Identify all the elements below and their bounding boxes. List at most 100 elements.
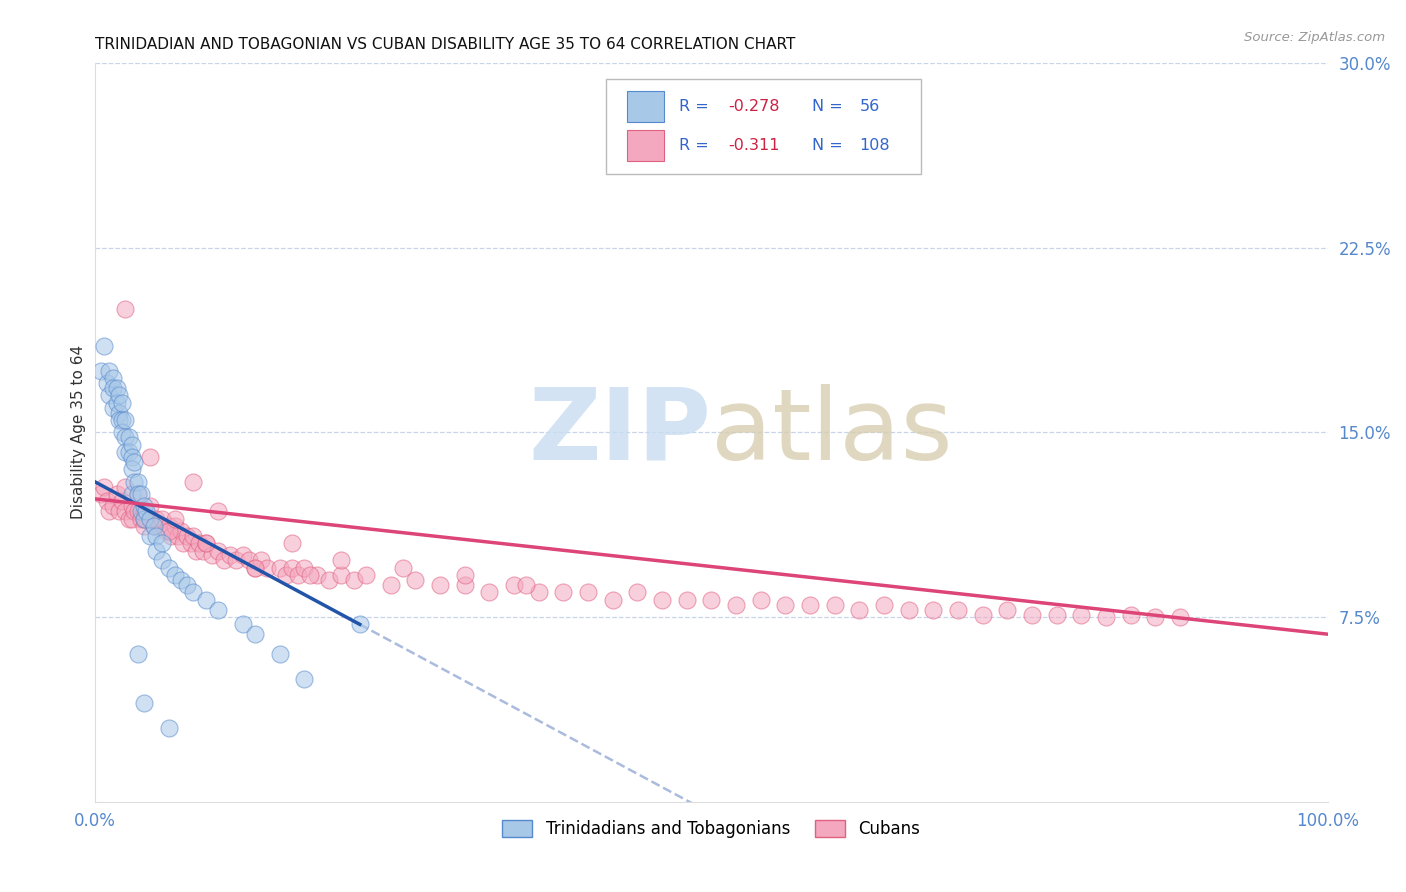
- Point: [142, 519, 165, 533]
- Point: [392, 560, 415, 574]
- Point: [101, 500, 124, 514]
- Point: [157, 560, 180, 574]
- Point: [163, 568, 186, 582]
- Point: [243, 560, 266, 574]
- Point: [602, 592, 624, 607]
- Point: [232, 617, 254, 632]
- Point: [181, 475, 204, 489]
- Point: [145, 511, 167, 525]
- Point: [118, 445, 141, 459]
- Text: 56: 56: [859, 99, 880, 114]
- Point: [553, 585, 575, 599]
- Point: [90, 364, 112, 378]
- Point: [318, 573, 340, 587]
- Point: [207, 602, 229, 616]
- Point: [292, 560, 315, 574]
- Point: [114, 413, 136, 427]
- Point: [515, 578, 537, 592]
- Point: [114, 479, 136, 493]
- Point: [121, 438, 143, 452]
- Point: [108, 388, 131, 402]
- Point: [453, 578, 475, 592]
- Point: [207, 543, 229, 558]
- Point: [349, 617, 371, 632]
- Point: [1070, 607, 1092, 622]
- Point: [181, 585, 204, 599]
- Point: [131, 487, 153, 501]
- Point: [380, 578, 402, 592]
- Text: R =: R =: [679, 138, 714, 153]
- Point: [478, 585, 501, 599]
- Point: [132, 696, 155, 710]
- Point: [142, 519, 165, 533]
- Point: [1168, 610, 1191, 624]
- Point: [121, 450, 143, 464]
- Point: [176, 578, 198, 592]
- Point: [118, 511, 141, 525]
- Point: [121, 500, 143, 514]
- Point: [170, 524, 193, 538]
- Point: [188, 536, 211, 550]
- Point: [96, 376, 118, 391]
- Bar: [627, 130, 665, 161]
- Point: [145, 529, 167, 543]
- Point: [824, 598, 846, 612]
- Point: [127, 647, 149, 661]
- Point: [330, 568, 353, 582]
- Point: [1095, 610, 1118, 624]
- Point: [232, 549, 254, 563]
- Point: [139, 500, 162, 514]
- Point: [105, 396, 128, 410]
- Text: -0.311: -0.311: [728, 138, 780, 153]
- Point: [132, 511, 155, 525]
- Point: [238, 553, 260, 567]
- Point: [274, 568, 297, 582]
- Point: [897, 602, 920, 616]
- Point: [122, 475, 145, 489]
- Point: [114, 430, 136, 444]
- Point: [269, 560, 291, 574]
- Point: [176, 529, 198, 543]
- Point: [207, 504, 229, 518]
- Point: [98, 388, 121, 402]
- Text: 108: 108: [859, 138, 890, 153]
- Point: [184, 543, 207, 558]
- Legend: Trinidadians and Tobagonians, Cubans: Trinidadians and Tobagonians, Cubans: [496, 814, 927, 845]
- Point: [105, 381, 128, 395]
- Point: [157, 524, 180, 538]
- Point: [139, 511, 162, 525]
- Text: R =: R =: [679, 99, 714, 114]
- Point: [157, 519, 180, 533]
- Point: [118, 430, 141, 444]
- Point: [121, 462, 143, 476]
- Point: [111, 425, 134, 440]
- Text: ZIP: ZIP: [529, 384, 711, 481]
- Point: [799, 598, 821, 612]
- Text: -0.278: -0.278: [728, 99, 780, 114]
- Point: [167, 529, 190, 543]
- Point: [172, 536, 194, 550]
- Point: [127, 487, 149, 501]
- Point: [180, 536, 202, 550]
- Point: [342, 573, 364, 587]
- Point: [281, 560, 304, 574]
- Point: [700, 592, 723, 607]
- Point: [219, 549, 242, 563]
- Point: [139, 450, 162, 464]
- Point: [145, 543, 167, 558]
- Point: [201, 549, 224, 563]
- Point: [163, 519, 186, 533]
- Point: [132, 519, 155, 533]
- Point: [108, 406, 131, 420]
- Point: [775, 598, 797, 612]
- Point: [626, 585, 648, 599]
- Point: [330, 553, 353, 567]
- Point: [946, 602, 969, 616]
- Point: [1144, 610, 1167, 624]
- Point: [93, 339, 115, 353]
- Point: [135, 504, 157, 518]
- Point: [108, 504, 131, 518]
- Point: [287, 568, 309, 582]
- Bar: [627, 91, 665, 122]
- Point: [354, 568, 377, 582]
